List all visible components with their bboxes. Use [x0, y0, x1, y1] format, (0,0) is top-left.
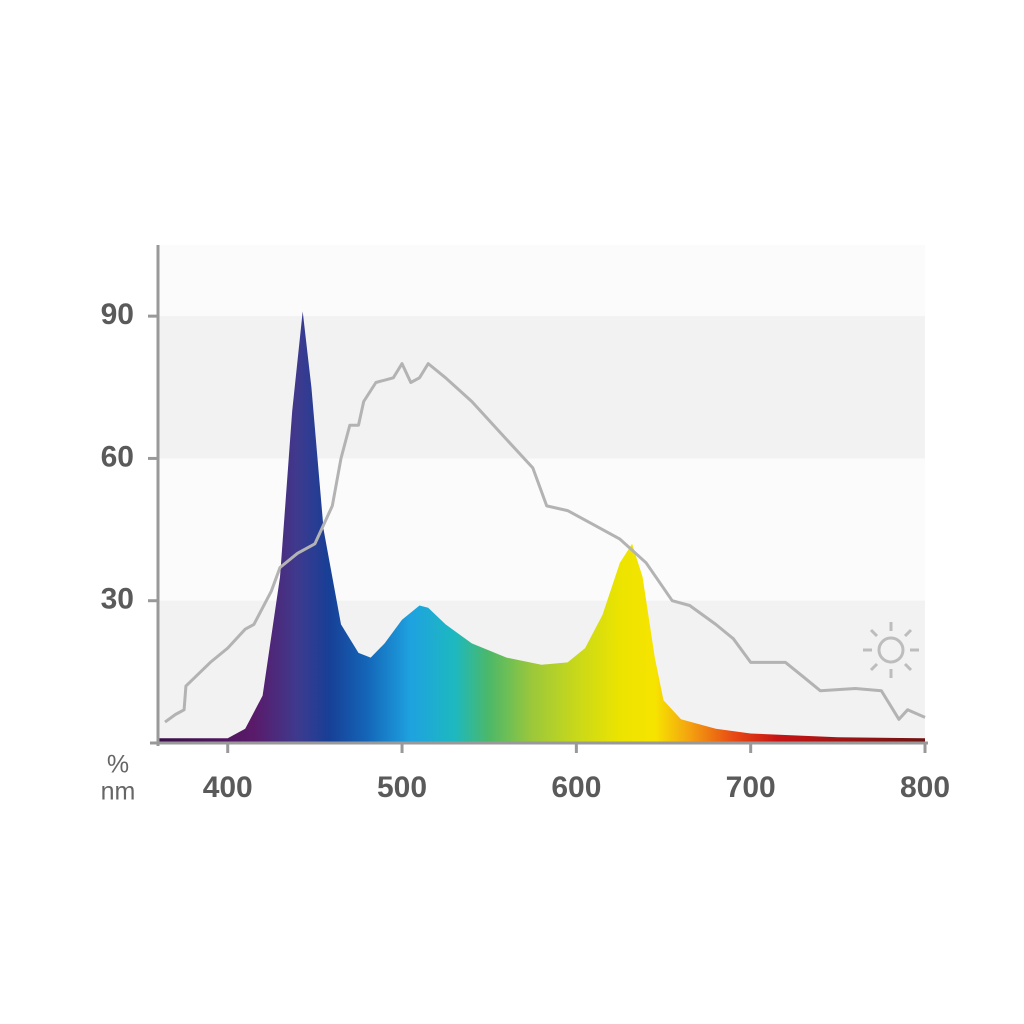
x-tick-label: 500	[377, 771, 427, 804]
y-tick-label: 30	[101, 583, 134, 616]
y-tick-label: 90	[101, 298, 134, 331]
band	[158, 316, 925, 459]
x-tick-label: 800	[900, 771, 950, 804]
x-tick-label: 400	[203, 771, 253, 804]
y-tick-label: 60	[101, 440, 134, 473]
x-tick-label: 600	[551, 771, 601, 804]
x-tick-label: 700	[726, 771, 776, 804]
x-axis-label: nm	[101, 778, 136, 806]
spectrum-area	[158, 311, 925, 743]
sunlight-line	[164, 362, 926, 724]
plot-area	[158, 311, 926, 743]
sun-icon	[863, 622, 919, 678]
y-axis-label: %	[107, 751, 129, 779]
